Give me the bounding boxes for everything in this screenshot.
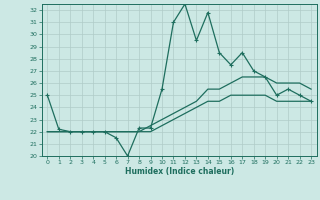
X-axis label: Humidex (Indice chaleur): Humidex (Indice chaleur) xyxy=(124,167,234,176)
